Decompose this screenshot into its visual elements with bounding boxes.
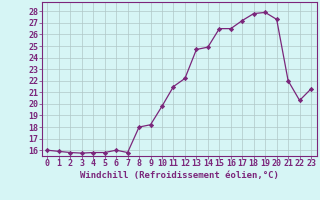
X-axis label: Windchill (Refroidissement éolien,°C): Windchill (Refroidissement éolien,°C) bbox=[80, 171, 279, 180]
